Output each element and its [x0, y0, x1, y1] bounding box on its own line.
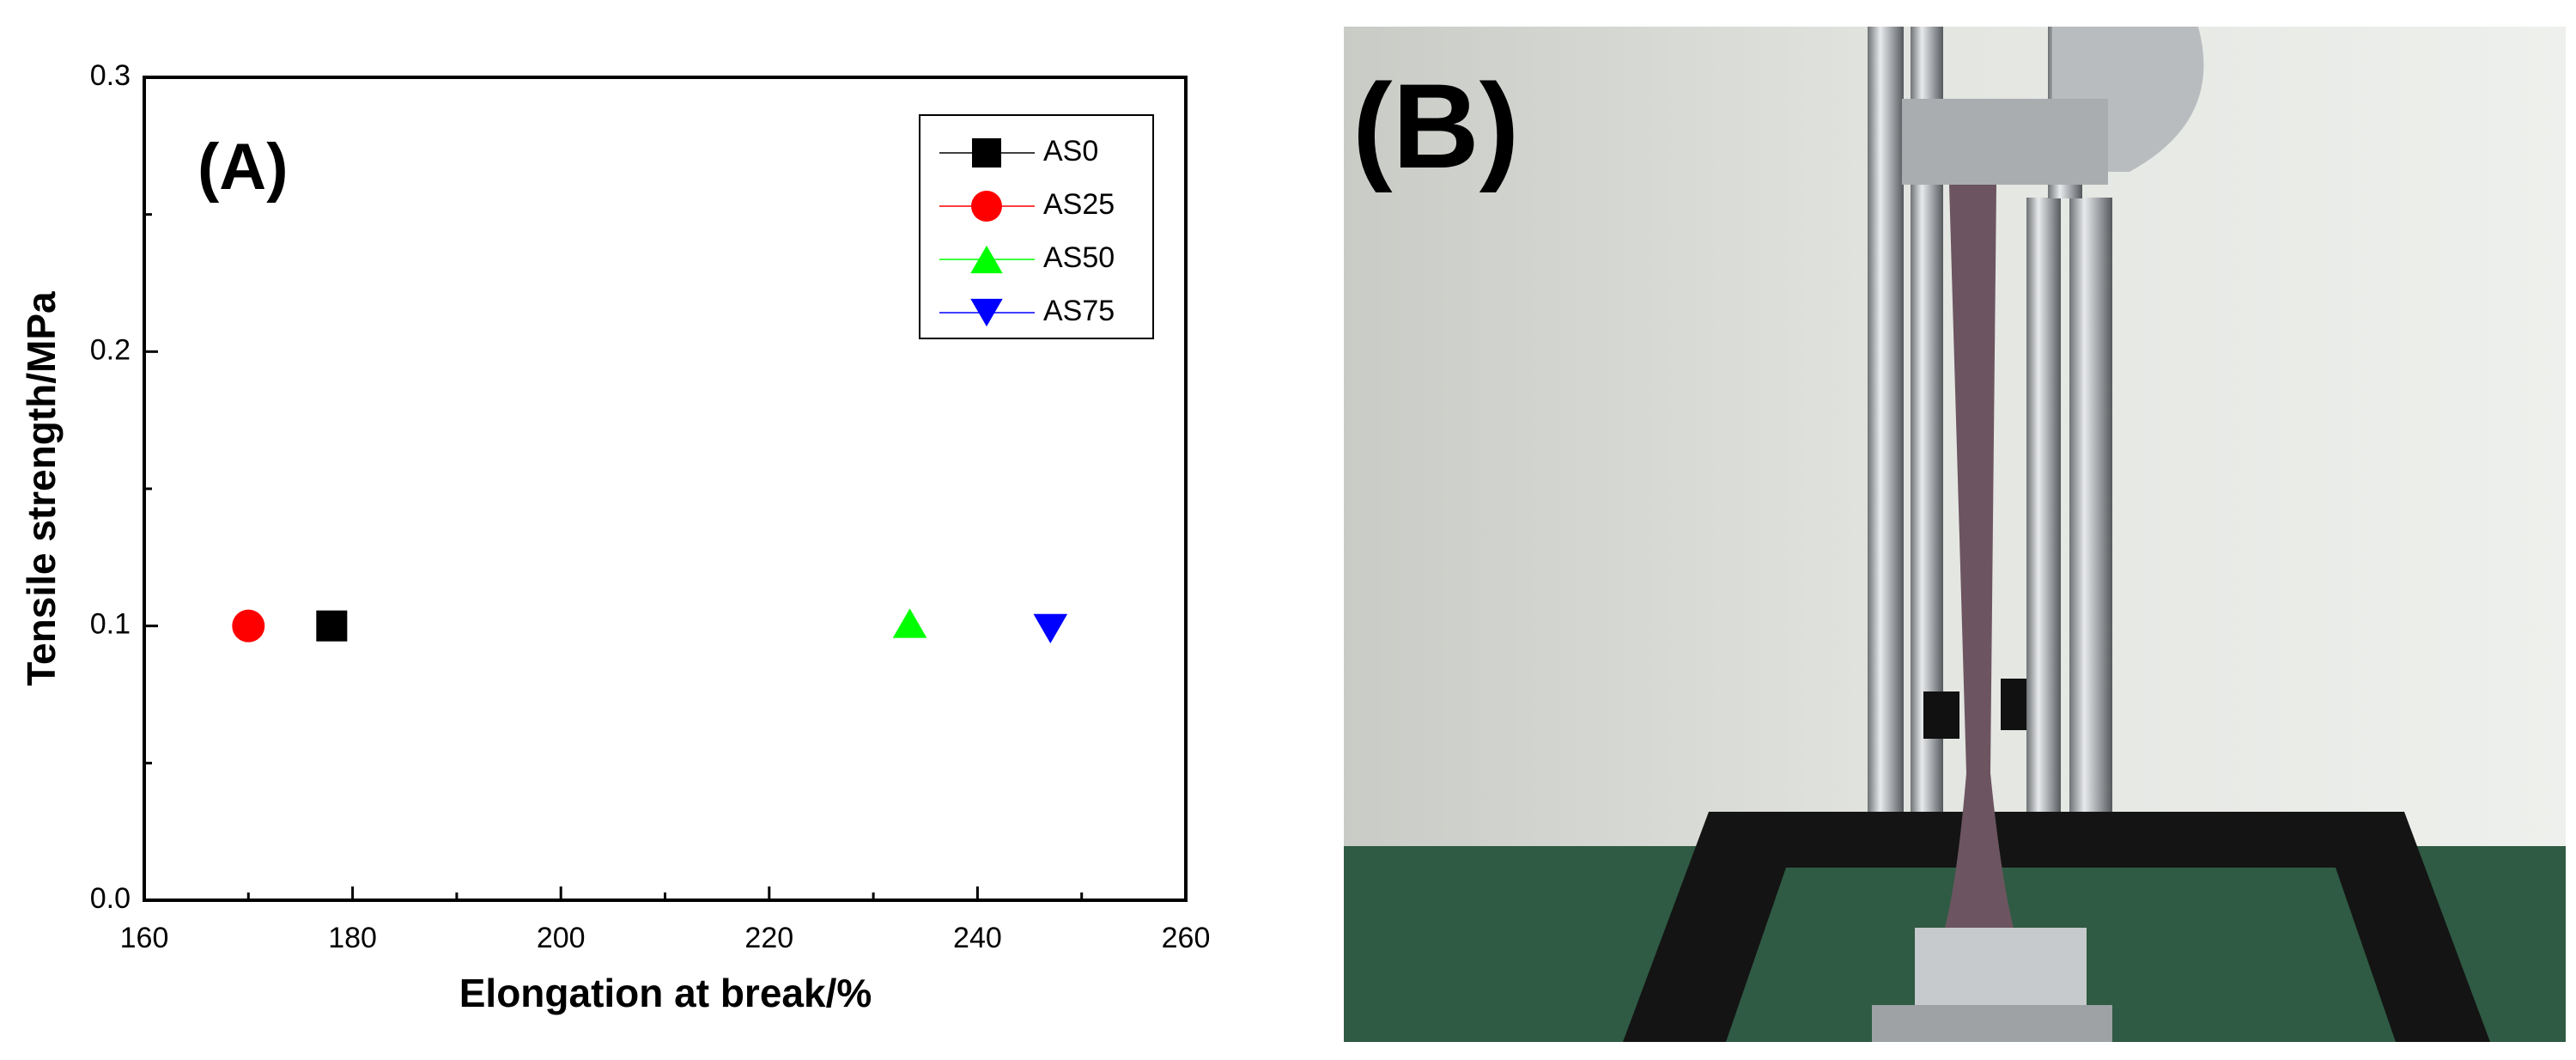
- pole: [1868, 27, 1904, 834]
- x-axis-title: Elongation at break/%: [459, 971, 872, 1015]
- x-tick-label: 200: [537, 922, 586, 954]
- y-axis-title: Tensile strength/MPa: [19, 291, 64, 686]
- pole: [2069, 198, 2112, 833]
- x-tick-label: 240: [953, 922, 1002, 954]
- x-tick-label: 180: [328, 922, 377, 954]
- legend-marker: [970, 245, 1003, 274]
- legend-marker: [972, 138, 1001, 168]
- legend-label: AS0: [1043, 135, 1098, 168]
- lower-clamp: [1915, 928, 2087, 1005]
- data-point: [316, 610, 348, 642]
- data-point: [1033, 613, 1068, 643]
- x-tick-label: 160: [120, 922, 169, 954]
- marker-clip: [2001, 679, 2026, 730]
- legend-label: AS50: [1043, 241, 1115, 274]
- pole: [2026, 198, 2061, 833]
- y-tick-label: 0.3: [90, 59, 131, 92]
- y-tick-label: 0.2: [90, 333, 131, 366]
- photo: (B): [1344, 27, 2566, 1042]
- y-tick-label: 0.0: [90, 882, 131, 915]
- y-tick-label: 0.1: [90, 608, 131, 641]
- upper-clamp: [1902, 99, 2108, 185]
- data-point: [232, 609, 265, 643]
- specimen: [1945, 185, 2014, 928]
- legend-marker: [970, 298, 1003, 327]
- legend-label: AS25: [1043, 188, 1115, 221]
- legend: [919, 114, 1154, 339]
- x-tick-label: 260: [1162, 922, 1211, 954]
- panel-label: (A): [197, 131, 289, 204]
- legend-label: AS75: [1043, 295, 1115, 327]
- legend-marker: [971, 191, 1002, 222]
- lower-clamp-base: [1872, 1005, 2112, 1042]
- marker-clip: [1923, 691, 1959, 739]
- x-tick-label: 220: [744, 922, 793, 954]
- data-point: [892, 608, 927, 638]
- panel-label: (B): [1352, 58, 1519, 193]
